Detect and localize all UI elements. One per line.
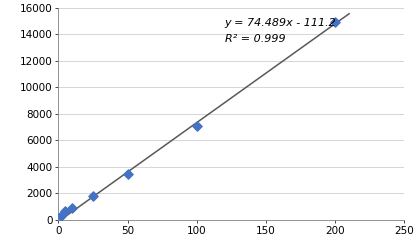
Point (62, 209, 69, 213)
Text: R² = 0.999: R² = 0.999 (224, 34, 285, 44)
Point (69, 206, 75, 210)
Point (58, 214, 65, 218)
Point (90, 194, 96, 198)
Text: y = 74.489x - 111.2: y = 74.489x - 111.2 (224, 18, 336, 28)
Point (124, 172, 131, 175)
Point (332, 20, 339, 24)
Point (193, 124, 200, 128)
